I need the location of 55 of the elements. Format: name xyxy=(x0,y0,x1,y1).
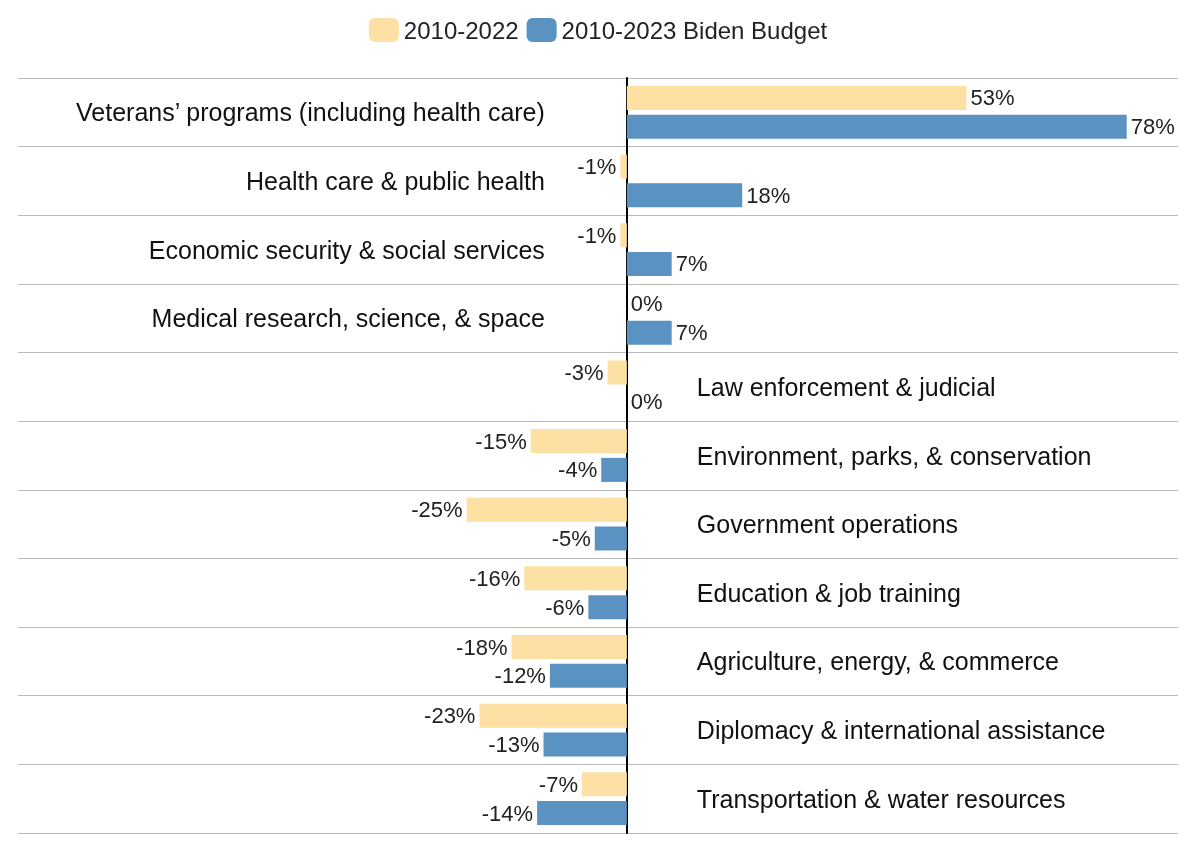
legend-label: 2010-2023 Biden Budget xyxy=(561,16,828,44)
data-label: 0% xyxy=(630,291,663,317)
bar xyxy=(594,526,627,551)
data-label: 7% xyxy=(675,251,708,277)
y-tick-label: Agriculture, energy, & commerce xyxy=(696,647,1060,676)
y-tick-label: Veterans’ programs (including health care) xyxy=(76,98,545,127)
bar xyxy=(626,183,743,208)
data-label: 18% xyxy=(746,182,791,208)
bar xyxy=(479,703,627,728)
bar xyxy=(626,114,1127,139)
bar xyxy=(626,251,672,276)
bar xyxy=(543,732,627,757)
data-label: -25% xyxy=(411,497,463,523)
bar xyxy=(607,360,627,385)
bar xyxy=(601,457,627,482)
y-tick-label: Education & job training xyxy=(696,578,961,607)
data-label: -5% xyxy=(551,526,591,552)
legend-label: 2010-2022 xyxy=(403,16,519,44)
data-label: 53% xyxy=(970,85,1015,111)
bar xyxy=(581,772,627,797)
data-label: 0% xyxy=(630,388,663,414)
bar xyxy=(537,801,627,826)
data-label: -6% xyxy=(545,594,585,620)
bar xyxy=(620,223,627,248)
data-label: -1% xyxy=(577,222,617,248)
data-label: -16% xyxy=(468,565,521,591)
data-label: -15% xyxy=(475,428,527,454)
y-tick-label: Law enforcement & judicial xyxy=(696,372,996,401)
y-tick-label: Medical research, science, & space xyxy=(151,304,545,333)
bar xyxy=(549,663,627,688)
data-label: -1% xyxy=(577,154,617,180)
data-label: 7% xyxy=(675,320,708,346)
y-tick-label: Transportation & water resources xyxy=(696,784,1066,813)
data-label: -18% xyxy=(456,634,508,660)
bar xyxy=(626,85,967,110)
bar xyxy=(524,566,627,591)
data-label: -23% xyxy=(424,703,476,729)
bar xyxy=(620,154,627,179)
data-label: -14% xyxy=(481,800,534,826)
bar xyxy=(466,497,627,522)
data-label: -3% xyxy=(564,359,604,385)
data-label: -7% xyxy=(538,771,578,797)
y-tick-label: Health care & public health xyxy=(246,166,545,195)
y-tick-label: Environment, parks, & conservation xyxy=(696,441,1092,470)
y-tick-label: Diplomacy & international assistance xyxy=(696,716,1106,745)
y-tick-label: Government operations xyxy=(696,510,959,539)
bar xyxy=(626,320,672,345)
bar xyxy=(530,429,627,454)
y-tick-label: Economic security & social services xyxy=(148,235,545,264)
bar xyxy=(511,635,627,660)
data-label: -12% xyxy=(494,663,546,689)
bar xyxy=(588,595,627,620)
data-label: 78% xyxy=(1130,114,1175,140)
data-label: -13% xyxy=(488,731,540,757)
data-label: -4% xyxy=(558,457,598,483)
